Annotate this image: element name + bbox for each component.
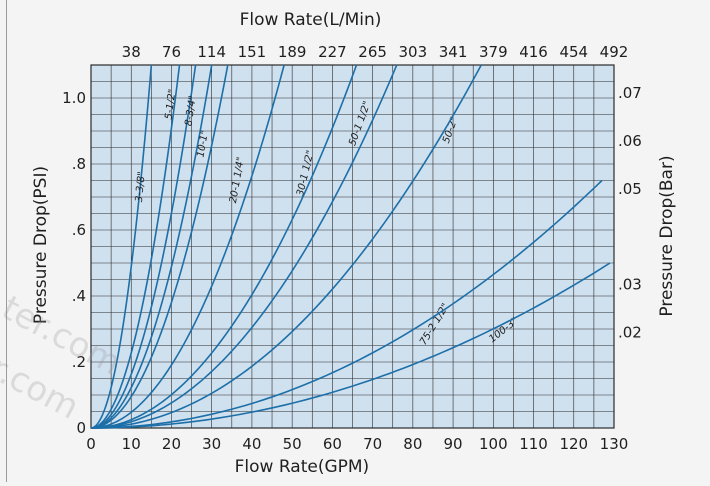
- y-tick-label: 1.0: [62, 89, 86, 107]
- series-line: [90, 64, 213, 429]
- y2-axis-label: Pressure Drop(Bar): [657, 155, 677, 316]
- series-label: 5-1/2": [164, 88, 179, 120]
- top-tick-label: 189: [278, 43, 307, 61]
- y-tick-label: .6: [72, 221, 86, 239]
- series-line: [90, 64, 229, 429]
- top-tick-label: 76: [162, 43, 181, 61]
- top-tick-label: 341: [439, 43, 468, 61]
- x-tick-label: 100: [479, 435, 508, 453]
- x-tick-label: 130: [600, 435, 629, 453]
- series-line: [90, 64, 197, 429]
- series-label: 10-1": [195, 129, 211, 158]
- left-edge-rule: [6, 0, 7, 482]
- series-line: [90, 64, 181, 429]
- top-tick-label: 265: [358, 43, 387, 61]
- x-tick-label: 70: [363, 435, 382, 453]
- y-tick-label: .4: [72, 287, 86, 305]
- y-axis-label: Pressure Drop(PSI): [31, 166, 51, 324]
- series-line: [90, 64, 285, 429]
- plot-frame: [90, 64, 615, 429]
- y-tick-label: 0: [76, 419, 86, 437]
- y-tick-label: .2: [72, 353, 86, 371]
- x-tick-label: 80: [403, 435, 422, 453]
- top-tick-label: 151: [238, 43, 267, 61]
- x-tick-label: 50: [283, 435, 302, 453]
- x-axis-label: Flow Rate(GPM): [235, 457, 370, 477]
- top-tick-label: 114: [197, 43, 226, 61]
- series-line: [90, 64, 482, 429]
- y-tick-label: .8: [72, 155, 86, 173]
- series-line: [90, 262, 611, 429]
- right-tick-label: .05: [618, 180, 642, 198]
- x-tick-label: 10: [122, 435, 141, 453]
- top-tick-label: 303: [399, 43, 428, 61]
- top-tick-label: 38: [122, 43, 141, 61]
- chart-title: Flow Rate(L/Min): [240, 10, 382, 30]
- x-tick-label: 0: [86, 435, 96, 453]
- right-tick-label: .07: [618, 84, 642, 102]
- series-line: [90, 64, 358, 429]
- top-tick-label: 227: [318, 43, 347, 61]
- series-line: [90, 64, 398, 429]
- x-tick-label: 20: [162, 435, 181, 453]
- series-line: [90, 179, 603, 429]
- right-tick-label: .06: [618, 132, 642, 150]
- top-tick-label: 492: [600, 43, 629, 61]
- series-line: [90, 64, 153, 429]
- top-tick-label: 454: [559, 43, 588, 61]
- x-tick-label: 120: [559, 435, 588, 453]
- x-tick-label: 60: [323, 435, 342, 453]
- right-tick-label: .02: [618, 323, 642, 341]
- x-tick-label: 110: [519, 435, 548, 453]
- top-tick-label: 416: [519, 43, 548, 61]
- x-tick-label: 30: [202, 435, 221, 453]
- x-tick-label: 90: [444, 435, 463, 453]
- top-tick-label: 379: [479, 43, 508, 61]
- series-label: 8-3/4": [183, 95, 198, 127]
- series-label: 3-3/8": [134, 171, 148, 203]
- x-tick-label: 40: [242, 435, 261, 453]
- right-tick-label: .03: [618, 275, 642, 293]
